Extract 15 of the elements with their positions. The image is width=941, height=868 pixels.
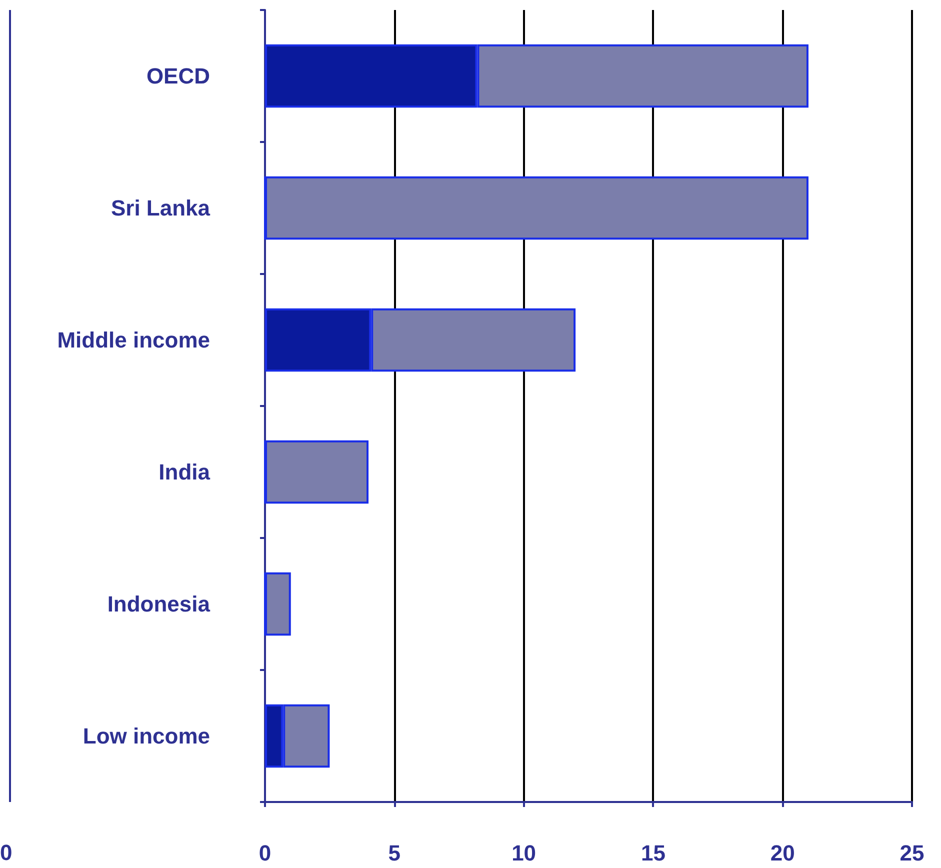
y-tick-label: Low income	[82, 724, 210, 748]
x-tick-label: 15	[640, 840, 666, 866]
y-tick-label: India	[158, 460, 211, 484]
x-tick-label: 0	[258, 840, 272, 866]
x-tick-label: 20	[770, 840, 795, 866]
bar	[265, 440, 369, 504]
y-tick-label: Middle income	[57, 328, 210, 352]
y-tick-label: OECD	[146, 64, 210, 88]
x-tick-label: 25	[900, 840, 924, 866]
y-tick-label: Sri Lanka	[110, 196, 211, 220]
x-tick-label: 5	[388, 840, 401, 866]
y-tick-label: Indonesia	[107, 592, 211, 616]
x-tick-label: 10	[512, 840, 536, 866]
bar	[265, 176, 808, 240]
bar	[265, 572, 291, 636]
